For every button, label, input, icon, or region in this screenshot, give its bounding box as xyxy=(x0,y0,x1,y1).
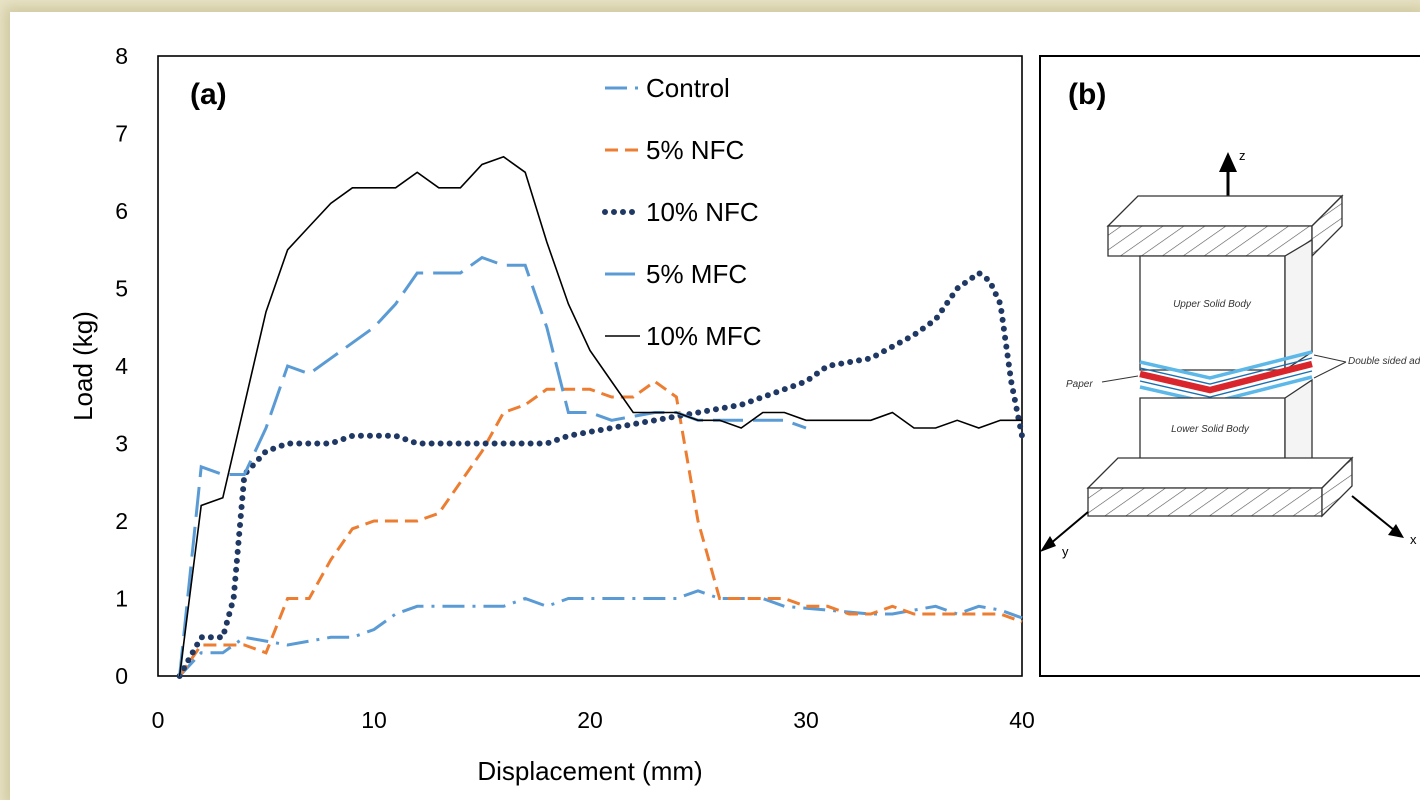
x-axis-label: Displacement (mm) xyxy=(477,756,702,786)
x-tick-label-4: 40 xyxy=(1009,707,1035,733)
y-tick-label-7: 7 xyxy=(115,121,128,147)
y-tick-label-6: 6 xyxy=(115,198,128,224)
y-tick-label-1: 1 xyxy=(115,586,128,612)
y-tick-label-3: 3 xyxy=(115,431,128,457)
z-axis-label: z xyxy=(1239,148,1246,163)
y-axis-label: Load (kg) xyxy=(68,311,98,421)
paper-label: Paper xyxy=(1066,379,1093,390)
x-tick-label-2: 20 xyxy=(577,707,603,733)
legend-label-0: Control xyxy=(646,73,730,103)
upper-body-label: Upper Solid Body xyxy=(1173,299,1252,310)
chart-panel-a: 0 1 2 3 4 5 6 7 8 0 10 20 30 40 Control 5% NFC 10% NFC… xyxy=(68,43,1035,786)
legend-label-4: 10% MFC xyxy=(646,321,762,351)
lower-body-label: Lower Solid Body xyxy=(1171,424,1250,435)
y-tick-label-2: 2 xyxy=(115,508,128,534)
legend-label-3: 5% MFC xyxy=(646,259,747,289)
y-tick-labels: 0 1 2 3 4 5 6 7 8 xyxy=(115,43,128,689)
y-tick-label-5: 5 xyxy=(115,276,128,302)
bottom-plate xyxy=(1088,458,1352,516)
legend-label-2: 10% NFC xyxy=(646,197,759,227)
panel-b-label: (b) xyxy=(1068,78,1106,111)
y-tick-label-4: 4 xyxy=(115,353,128,379)
x-tick-labels: 0 10 20 30 40 xyxy=(152,707,1035,733)
x-axis-diagram-label: x xyxy=(1410,532,1417,547)
diagram-panel-b: (b) z Upper Solid Body P xyxy=(1040,56,1420,676)
panel-a-label: (a) xyxy=(190,78,227,111)
y-tick-label-8: 8 xyxy=(115,43,128,69)
y-axis-diagram-label: y xyxy=(1062,544,1069,559)
y-tick-label-0: 0 xyxy=(115,663,128,689)
legend-label-1: 5% NFC xyxy=(646,135,744,165)
x-tick-label-1: 10 xyxy=(361,707,387,733)
adhesive-label: Double sided adhesive xyxy=(1348,356,1420,367)
x-tick-label-3: 30 xyxy=(793,707,819,733)
x-tick-label-0: 0 xyxy=(152,707,165,733)
